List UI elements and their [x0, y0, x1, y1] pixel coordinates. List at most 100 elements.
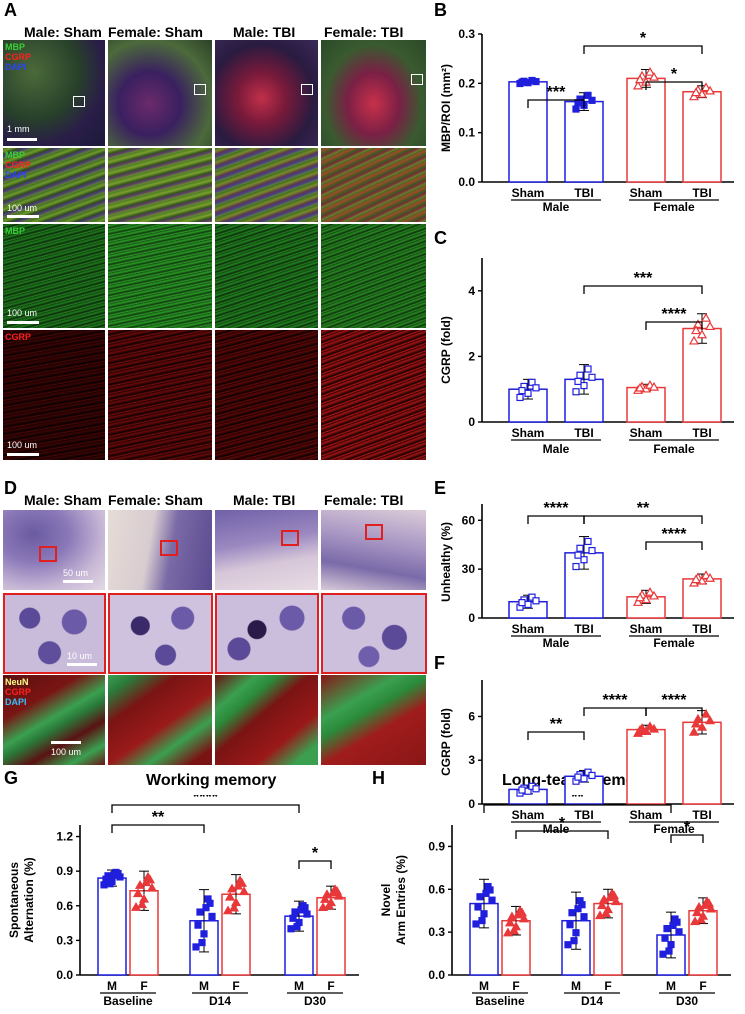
label-mbp: MBP [5, 226, 25, 236]
panel-label-a: A [4, 0, 17, 20]
significance-bracket [583, 707, 647, 716]
data-point [704, 715, 716, 725]
scale-bar-label: 50 um [63, 568, 89, 578]
y-tick-label: 0 [468, 611, 475, 625]
significance-bracket [515, 830, 609, 839]
data-point [291, 908, 299, 916]
panel-label-b: B [434, 0, 447, 20]
y-axis-label: Unhealthy (%) [439, 522, 453, 602]
group-label: Female [653, 442, 695, 456]
data-point [327, 887, 339, 897]
category-label: M [571, 979, 581, 993]
y-axis-label: MBP/ROI (mm²) [439, 64, 453, 152]
category-label: F [512, 979, 519, 993]
image-male-tbi-histology [215, 510, 318, 590]
significance-label: * [559, 815, 566, 832]
roi-box [365, 524, 383, 540]
panel-label-h: H [372, 768, 385, 788]
category-label: TBI [574, 426, 593, 440]
panel-label-f: F [434, 653, 445, 673]
data-point [576, 371, 584, 379]
data-point [232, 880, 244, 890]
image-female-tbi-neun [321, 675, 426, 765]
data-point [303, 910, 311, 918]
data-point [574, 551, 582, 559]
data-point [524, 389, 532, 397]
data-point [690, 325, 702, 335]
image-female-tbi-neurons [321, 593, 427, 674]
y-tick-label: 0.0 [428, 968, 445, 982]
scale-bar-label: 1 mm [7, 124, 30, 134]
significance-bracket [670, 834, 704, 843]
y-tick-label: 0.3 [428, 925, 445, 939]
roi-box [281, 530, 299, 546]
data-point [572, 929, 580, 937]
group-label: Baseline [475, 994, 525, 1008]
bar [682, 90, 722, 183]
panel-label-e: E [434, 478, 447, 498]
significance-bracket [645, 81, 703, 90]
bar [508, 81, 548, 183]
panel-label-g: G [4, 768, 19, 788]
group-label: Male [543, 442, 570, 456]
header-female-tbi-a: Female: TBI [324, 24, 404, 40]
y-tick-label: 3 [468, 753, 475, 767]
data-point [488, 896, 496, 904]
y-tick-label: 0.6 [56, 899, 73, 913]
bar [97, 877, 127, 976]
data-point [140, 877, 152, 887]
scale-bar-label: 100 um [7, 440, 38, 450]
label-dapi: DAPI [5, 62, 27, 72]
data-point [319, 894, 331, 903]
data-point [588, 96, 596, 104]
header-female-tbi-d: Female: TBI [324, 492, 404, 508]
category-label: TBI [574, 622, 593, 636]
data-point [572, 562, 580, 571]
data-point [472, 920, 480, 928]
data-point [512, 909, 524, 919]
group-label: Female [653, 822, 695, 836]
data-point [688, 91, 700, 101]
data-point [600, 908, 612, 918]
data-point [580, 913, 588, 921]
image-male-tbi-neurons [215, 593, 319, 674]
group-label: D30 [304, 994, 326, 1008]
chart-unhealthy: 0 30 60 Unhealthy (%) Sham TBI Sham TBI Male Fema… [439, 500, 734, 650]
roi-box [39, 546, 57, 562]
data-point [287, 925, 295, 933]
scale-bar [51, 741, 81, 744]
y-tick-label: 0 [468, 797, 475, 811]
group-label: Female [653, 200, 695, 212]
label-dapi: DAPI [5, 170, 27, 180]
bar [626, 77, 666, 183]
header-female-sham-d: Female: Sham [108, 492, 203, 508]
category-label: TBI [692, 808, 711, 822]
scale-bar-label: 100 um [7, 308, 38, 318]
significance-bracket [111, 804, 300, 813]
label-cgrp: CGRP [5, 332, 32, 342]
data-point [238, 886, 250, 896]
data-point [659, 950, 667, 958]
y-tick-label: 0.0 [458, 175, 475, 189]
roi-box [301, 84, 313, 95]
data-point [690, 87, 702, 97]
significance-label: * [684, 819, 691, 836]
significance-label: *** [547, 84, 566, 101]
category-label: TBI [574, 186, 593, 200]
roi-box [160, 540, 178, 556]
header-male-sham-a: Male: Sham [24, 24, 102, 40]
data-point [564, 941, 572, 949]
category-label: Sham [630, 622, 663, 636]
significance-label: * [671, 66, 678, 83]
data-point [196, 908, 204, 916]
data-point [518, 386, 526, 395]
data-point [574, 905, 582, 913]
bar [682, 721, 722, 805]
scale-bar [7, 138, 37, 141]
data-point [584, 365, 592, 373]
y-tick-label: 0.3 [56, 933, 73, 947]
header-female-sham-a: Female: Sham [108, 24, 203, 40]
data-point [580, 556, 588, 564]
significance-label: * [312, 845, 319, 862]
scale-bar-label: 100 um [51, 747, 82, 757]
